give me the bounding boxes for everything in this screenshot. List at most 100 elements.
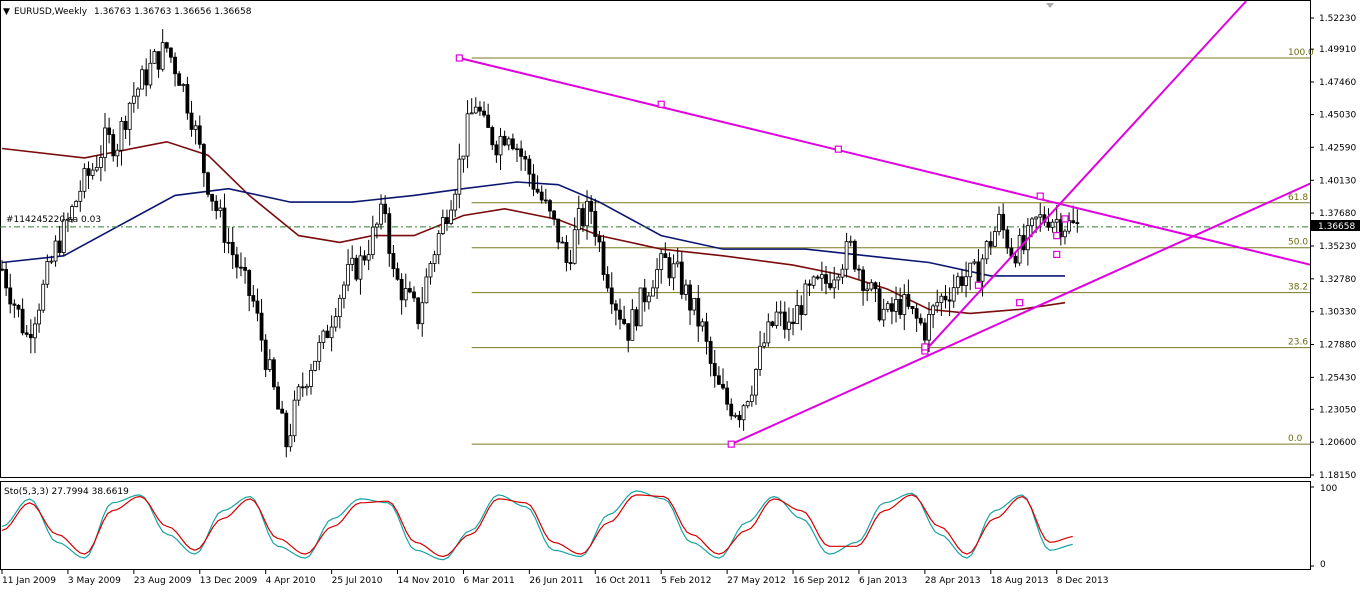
fib-level-label: 61.8 [1288, 193, 1308, 203]
candle-body [774, 311, 779, 326]
price-tick-label: 1.27880 [1319, 341, 1356, 351]
candle-body [869, 282, 874, 290]
candle-body [605, 274, 610, 289]
candle-body [453, 193, 458, 211]
time-tick-label: 6 Mar 2011 [463, 576, 514, 586]
candle-body [494, 144, 499, 156]
candle-body [24, 332, 29, 335]
candle-body [692, 297, 697, 311]
candle-body [436, 233, 441, 256]
candle-body [506, 138, 511, 146]
price-tick-label: 1.32780 [1319, 275, 1356, 285]
candle-body [782, 311, 787, 330]
candle-body [127, 102, 132, 130]
candle-body [688, 284, 692, 311]
candle-body [107, 127, 112, 135]
candle-body [144, 69, 149, 86]
candle-body [712, 363, 717, 377]
price-tick-label: 1.40130 [1319, 176, 1356, 186]
candle-body [33, 323, 37, 339]
candle-body [66, 218, 70, 221]
ohlc-label: 1.36763 1.36763 1.36656 1.36658 [94, 7, 252, 17]
candle-body [984, 241, 989, 260]
candle-body [329, 326, 334, 339]
candle-body [218, 207, 223, 212]
candle-body [486, 114, 491, 128]
candle-body [766, 321, 771, 344]
candle-body [910, 306, 915, 309]
trendline-anchor [1053, 232, 1061, 240]
candle-body [1034, 216, 1039, 220]
candle-body [708, 340, 713, 364]
candle-body [968, 262, 973, 278]
candle-body [873, 282, 878, 290]
trendline-anchor [1053, 250, 1061, 259]
candle-body [160, 42, 165, 70]
candle-body [4, 269, 9, 289]
candle-body [222, 207, 227, 243]
candle-body [407, 288, 412, 293]
candle-body [745, 401, 750, 407]
candle-body [548, 200, 552, 212]
candle-body [1030, 218, 1034, 227]
candle-body [1038, 214, 1043, 218]
candle-body [189, 112, 194, 130]
candle-body [342, 284, 346, 299]
candle-body [366, 254, 371, 261]
current-price-box [1311, 220, 1360, 231]
sto-plot-frame [0, 481, 1311, 570]
trendline-layer [455, 0, 1310, 448]
candle-body [593, 210, 598, 237]
candle-body [955, 276, 960, 289]
candle-body [53, 240, 58, 262]
candle-body [943, 295, 948, 301]
candle-body [412, 291, 416, 299]
candle-body [214, 200, 219, 212]
price-tick-label: 1.30330 [1319, 308, 1356, 318]
candle-body [671, 263, 676, 279]
candle-body [651, 287, 655, 297]
candle-body [370, 226, 375, 256]
candle-body [498, 135, 503, 156]
candle-body [465, 113, 470, 157]
candle-body [136, 88, 140, 97]
candle-body [173, 56, 177, 75]
sto-main-line [1, 490, 1073, 561]
candle-body [57, 240, 62, 253]
candle-body [16, 304, 21, 310]
candle-body [684, 284, 688, 295]
time-tick-label: 14 Nov 2010 [398, 576, 456, 586]
candle-body [980, 258, 985, 282]
price-axis: 1.52230 1.49910 1.47460 1.45030 1.42590 1.401… [1310, 14, 1356, 481]
candle-body [778, 311, 783, 314]
candle-body [292, 399, 297, 437]
candle-body [696, 297, 701, 327]
fib-level-label: 0.0 [1288, 434, 1303, 444]
candle-body [313, 360, 318, 371]
candle-body [333, 316, 338, 328]
candle-body [502, 135, 507, 146]
candle-body [210, 193, 215, 202]
time-tick-label: 28 Apr 2013 [925, 576, 981, 586]
price-tick-label: 1.23050 [1319, 405, 1356, 415]
candle-body [622, 318, 627, 325]
candle-body [469, 112, 474, 115]
time-tick-label: 18 Aug 2013 [991, 576, 1049, 586]
stochastic-layer: 100 0 [1, 484, 1337, 570]
candle-body [861, 269, 865, 291]
candle-body [387, 213, 392, 254]
candle-body [795, 305, 800, 325]
candle-body [799, 305, 804, 316]
candle-body [321, 330, 326, 343]
candle-body [440, 217, 445, 235]
candle-body [754, 369, 758, 396]
candle-body [267, 359, 272, 370]
chart-shift-icon[interactable] [1046, 3, 1054, 8]
chart-dropdown-icon[interactable]: ▼ [3, 7, 10, 17]
fib-level-label: 38.2 [1288, 283, 1308, 293]
candle-body [177, 73, 182, 86]
candle-body [539, 191, 544, 201]
candle-body [119, 120, 124, 151]
candle-body [725, 387, 730, 405]
candle-body [960, 276, 964, 286]
